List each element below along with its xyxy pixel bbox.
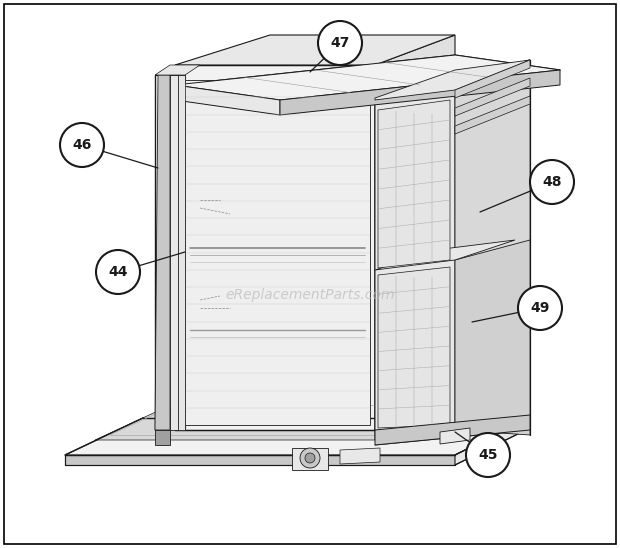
Polygon shape	[170, 75, 178, 430]
Polygon shape	[440, 428, 470, 444]
Circle shape	[530, 160, 574, 204]
Text: 49: 49	[530, 301, 550, 315]
Polygon shape	[65, 418, 530, 455]
Circle shape	[466, 433, 510, 477]
Circle shape	[300, 448, 320, 468]
Text: 46: 46	[73, 138, 92, 152]
Text: eReplacementParts.com: eReplacementParts.com	[225, 288, 395, 302]
Polygon shape	[455, 60, 530, 260]
Polygon shape	[378, 267, 450, 428]
Polygon shape	[375, 415, 530, 445]
Polygon shape	[175, 65, 375, 430]
Polygon shape	[455, 78, 530, 116]
Polygon shape	[175, 55, 560, 100]
Polygon shape	[155, 75, 170, 430]
Polygon shape	[375, 35, 455, 430]
Circle shape	[305, 453, 315, 463]
Circle shape	[60, 123, 104, 167]
Polygon shape	[280, 70, 560, 115]
Polygon shape	[378, 100, 450, 268]
Text: 45: 45	[478, 448, 498, 462]
Polygon shape	[375, 90, 455, 440]
Polygon shape	[65, 455, 455, 465]
Polygon shape	[340, 448, 380, 464]
Polygon shape	[155, 65, 200, 75]
Polygon shape	[455, 60, 530, 98]
Circle shape	[518, 286, 562, 330]
Polygon shape	[375, 60, 530, 100]
Polygon shape	[455, 96, 530, 134]
Polygon shape	[175, 85, 280, 115]
Polygon shape	[175, 35, 455, 65]
Polygon shape	[375, 240, 515, 270]
Polygon shape	[455, 240, 530, 435]
Text: 47: 47	[330, 36, 350, 50]
Polygon shape	[178, 75, 185, 430]
Polygon shape	[185, 80, 370, 425]
Polygon shape	[455, 418, 530, 465]
Polygon shape	[155, 430, 170, 445]
Polygon shape	[292, 448, 328, 470]
Text: 44: 44	[108, 265, 128, 279]
Circle shape	[96, 250, 140, 294]
Polygon shape	[95, 410, 465, 440]
Circle shape	[318, 21, 362, 65]
Text: 48: 48	[542, 175, 562, 189]
